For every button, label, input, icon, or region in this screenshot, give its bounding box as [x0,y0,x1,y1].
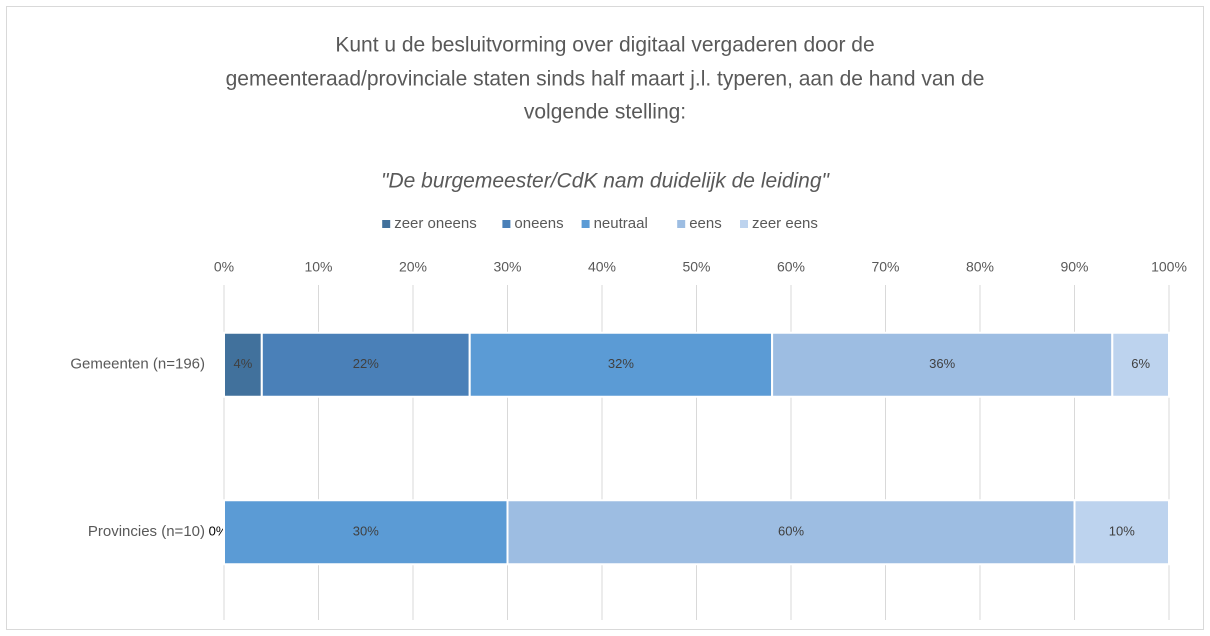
legend-label: zeer eens [752,215,818,232]
x-tick-label: 20% [399,259,427,275]
bar-segment [771,331,1114,398]
x-tick-label: 70% [871,259,899,275]
x-tick-label: 60% [777,259,805,275]
x-tick-label: 80% [966,259,994,275]
data-label: 6% [1131,356,1150,371]
legend-label: eens [689,215,722,232]
data-label: 60% [778,524,804,539]
data-label: 10% [1109,524,1135,539]
chart-title-line: gemeenteraad/provinciale staten sinds ha… [226,68,985,91]
x-tick-label: 40% [588,259,616,275]
bar-segment [1073,499,1170,566]
chart-title-line: Kunt u de besluitvorming over digitaal v… [335,34,874,57]
data-label: 22% [353,356,379,371]
legend-swatch [740,220,748,228]
bar-segment [506,499,1076,566]
y-tick-label: Provincies (n=10) [88,523,205,540]
data-label: 4% [234,356,253,371]
legend-label: zeer oneens [394,215,477,232]
data-label: 36% [929,356,955,371]
legend-swatch [502,220,511,228]
x-tick-label: 10% [304,259,332,275]
data-label: 32% [608,356,634,371]
bar-segment [223,499,509,566]
x-tick-label: 100% [1151,259,1187,275]
legend-label: oneens [514,215,563,232]
legend-swatch [677,220,686,228]
x-tick-label: 0% [214,259,234,275]
chart-subtitle: "De burgemeester/CdK nam duidelijk de le… [381,170,831,193]
legend-label: neutraal [594,215,648,232]
bar-segment [223,331,263,398]
legend-swatch [581,220,590,228]
chart-title-line: volgende stelling: [524,101,686,124]
x-tick-label: 90% [1060,259,1088,275]
bar-segment [468,331,774,398]
legend-swatch [382,220,391,228]
bar-segment [1111,331,1171,398]
data-label: 30% [353,524,379,539]
x-tick-label: 30% [493,259,521,275]
y-tick-label: Gemeenten (n=196) [70,356,205,373]
x-tick-label: 50% [682,259,710,275]
